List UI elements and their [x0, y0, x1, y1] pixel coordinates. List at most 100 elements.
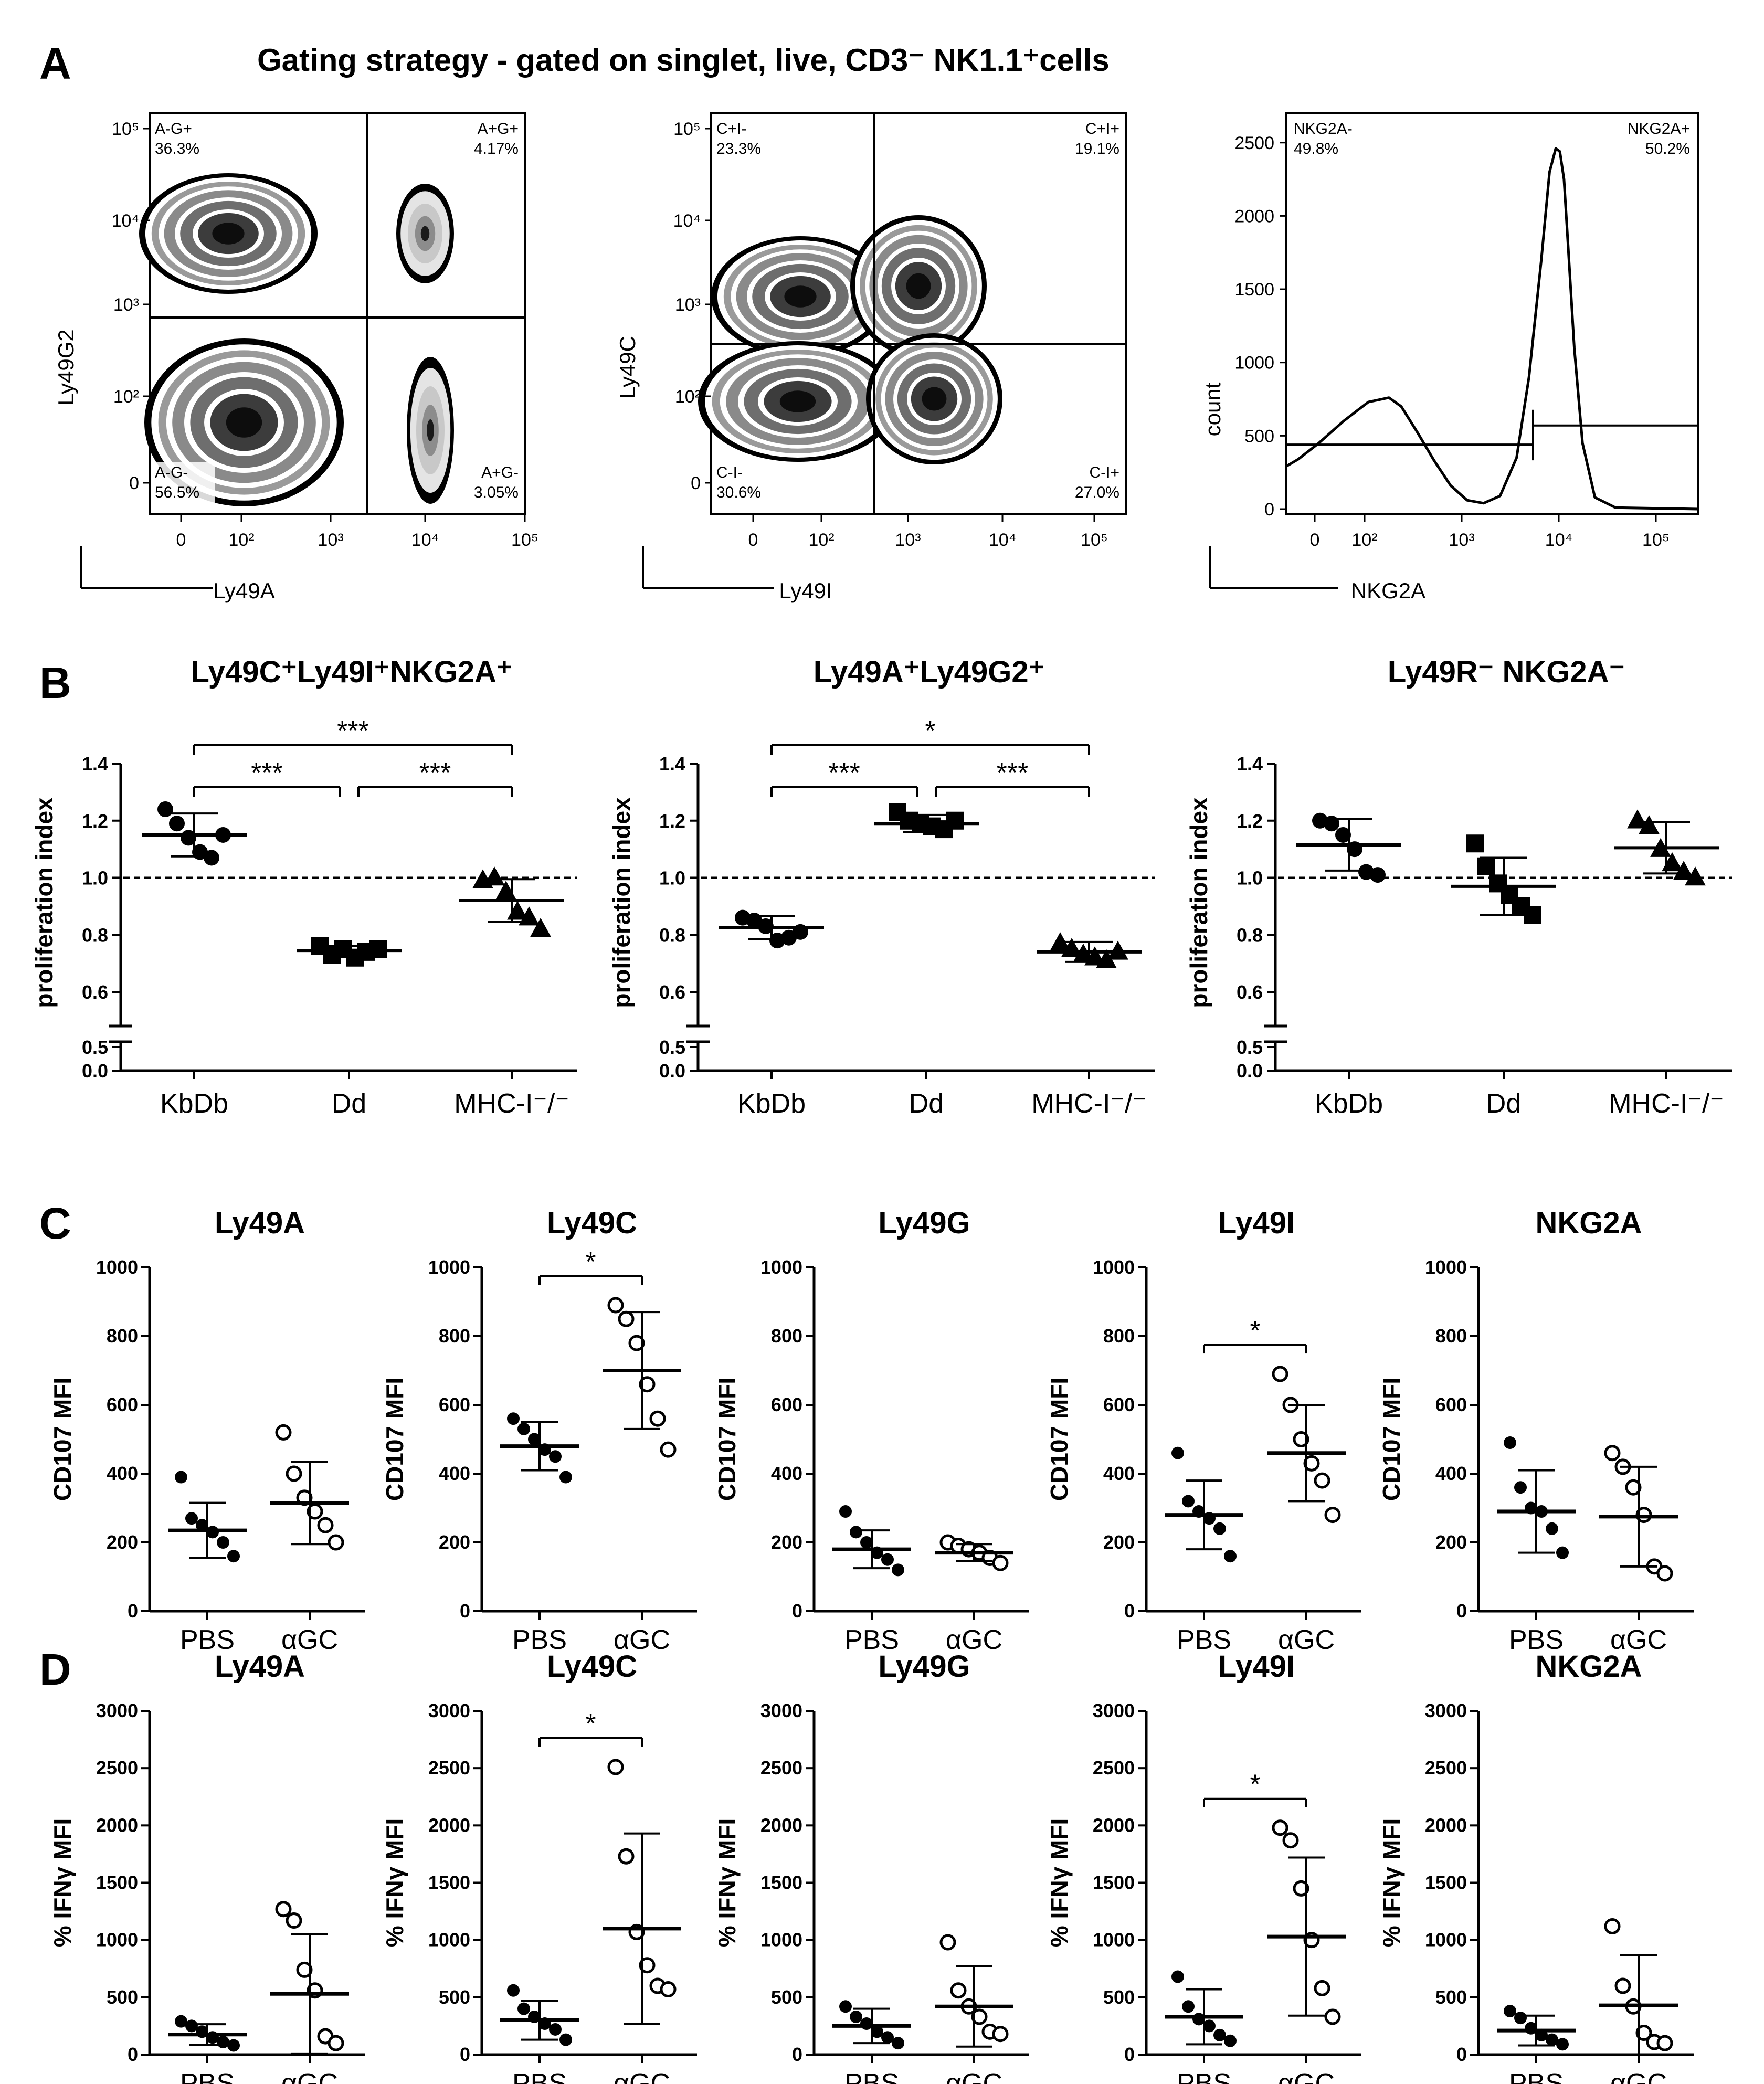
x-tick-label: MHC-I⁻/⁻: [1031, 1088, 1147, 1119]
data-point: [860, 1536, 873, 1549]
ifng-chart-2: Ly49C 0 500 1000 1500 2000 2500 3000 % IFNγ MFI P…: [381, 1649, 697, 2084]
y-tick-label: 2000: [96, 1814, 138, 1836]
gate-name: C-I+: [1089, 464, 1119, 481]
y-tick-label: 1.4: [659, 753, 685, 775]
x-tick-label: KbDb: [160, 1088, 228, 1119]
data-point: [175, 2015, 187, 2028]
gate-name: C-I-: [716, 464, 743, 481]
gate-percent: 27.0%: [1075, 484, 1119, 501]
y-tick-label: 1000: [96, 1929, 138, 1951]
gate-name: A+G-: [481, 464, 519, 481]
y-tick-label: 0.8: [82, 924, 108, 946]
data-point: [1556, 1546, 1569, 1559]
x-tick-label: KbDb: [1315, 1088, 1383, 1119]
data-point: [628, 1335, 645, 1351]
data-point: [517, 2002, 530, 2015]
gate-label-bg: [714, 118, 776, 160]
y-tick-label: 1500: [1425, 1872, 1467, 1893]
data-point: [649, 1410, 666, 1427]
gate-percent: 19.1%: [1075, 140, 1119, 157]
data-point: [157, 801, 173, 817]
y-tick-label: 1.2: [1237, 810, 1263, 832]
significance-label: *: [1250, 1770, 1260, 1800]
y-tick-label: 1.4: [82, 753, 108, 775]
x-tick-label: MHC-I⁻/⁻: [1609, 1088, 1724, 1119]
y-tick-label: 10⁵: [673, 119, 701, 139]
chart-title: Ly49C⁺Ly49I⁺NKG2A⁺: [191, 655, 513, 689]
y-tick-label: 0: [1456, 2044, 1467, 2065]
gate-percent: 23.3%: [716, 140, 761, 157]
data-point: [1171, 1446, 1184, 1459]
y-tick-label: 1000: [96, 1256, 138, 1278]
data-point: [1213, 1522, 1226, 1535]
x-tick-label: αGC: [946, 1625, 1002, 1655]
y-axis-label: % IFNγ MFI: [1045, 1818, 1073, 1947]
flow-plot-1: A-G+ 36.3% A+G+ 4.17% A-G- 56.5% A+G- 3.05% 0 10²…: [54, 112, 538, 603]
data-point: [1685, 866, 1706, 886]
data-point: [328, 1534, 344, 1551]
panel-label-d: D: [39, 1645, 71, 1694]
x-tick-label: 10³: [1449, 530, 1474, 550]
gate-label-bg: [714, 462, 776, 504]
gate-label-bg: [458, 462, 520, 504]
data-point: [1203, 2019, 1216, 2033]
y-tick-label: 600: [1435, 1394, 1467, 1415]
y-tick-label: 500: [1103, 1986, 1135, 2008]
x-tick-label: 10³: [318, 530, 343, 550]
y-tick-label: 600: [107, 1394, 138, 1415]
data-point: [660, 1981, 677, 1998]
y-tick-label: 600: [439, 1394, 470, 1415]
data-point: [850, 1526, 862, 1539]
y-tick-label: 400: [1103, 1463, 1135, 1484]
data-point: [185, 2019, 198, 2033]
gate-name: A+G+: [478, 120, 519, 137]
y-tick-label: 200: [439, 1531, 470, 1553]
data-point: [1224, 1550, 1237, 1563]
y-axis-label: % IFNγ MFI: [713, 1818, 741, 1947]
data-point: [1084, 946, 1105, 966]
x-tick-label: PBS: [180, 2068, 235, 2084]
x-tick-label: αGC: [281, 2068, 338, 2084]
data-point: [607, 1759, 624, 1775]
data-point: [528, 1433, 541, 1446]
data-point: [1182, 1495, 1195, 1508]
x-tick-label: PBS: [512, 2068, 567, 2084]
y-tick-label: 400: [107, 1463, 138, 1484]
gate-name: C+I+: [1085, 120, 1119, 137]
histogram-plot: NKG2A- 49.8% NKG2A+ 50.2% 0 500 1000 1500 2000 25…: [1200, 112, 1699, 603]
data-point: [618, 1310, 635, 1327]
y-tick-label: 2000: [760, 1814, 802, 1836]
y-tick-label: 1.0: [659, 868, 685, 889]
gate-name: A-G-: [155, 464, 188, 481]
y-tick-label: 2000: [1093, 1814, 1135, 1836]
data-point: [1625, 1479, 1642, 1496]
data-point: [971, 2008, 988, 2025]
y-tick-label: 1500: [96, 1872, 138, 1893]
x-tick-label: PBS: [1177, 1625, 1231, 1655]
x-tick-label: PBS: [844, 1625, 899, 1655]
data-point: [881, 1553, 894, 1566]
data-point: [1656, 1565, 1673, 1582]
x-tick-label: 10⁵: [511, 530, 538, 550]
data-point: [1303, 1455, 1320, 1472]
data-point: [495, 881, 516, 900]
data-point: [1662, 852, 1683, 872]
x-tick-label: PBS: [1177, 2068, 1231, 2084]
y-tick-label: 10⁵: [112, 119, 139, 139]
data-point: [286, 1912, 302, 1929]
y-tick-label: 1000: [428, 1929, 470, 1951]
chart-title: Ly49A: [215, 1649, 305, 1684]
gate-label-bg: [1059, 462, 1121, 504]
gate-label-bg: [153, 462, 215, 504]
y-axis-label: CD107 MFI: [713, 1378, 741, 1501]
data-point: [507, 1984, 520, 1997]
y-tick-label: 0.0: [659, 1060, 685, 1082]
gate-name: A-G+: [155, 120, 192, 137]
y-tick-label: 2500: [428, 1757, 470, 1779]
data-point: [992, 2026, 1009, 2043]
data-point: [660, 1441, 677, 1458]
data-point: [607, 1297, 624, 1314]
x-tick-label: KbDb: [737, 1088, 806, 1119]
x-tick-label: PBS: [512, 1625, 567, 1655]
y-tick-label: 0: [792, 2044, 802, 2065]
